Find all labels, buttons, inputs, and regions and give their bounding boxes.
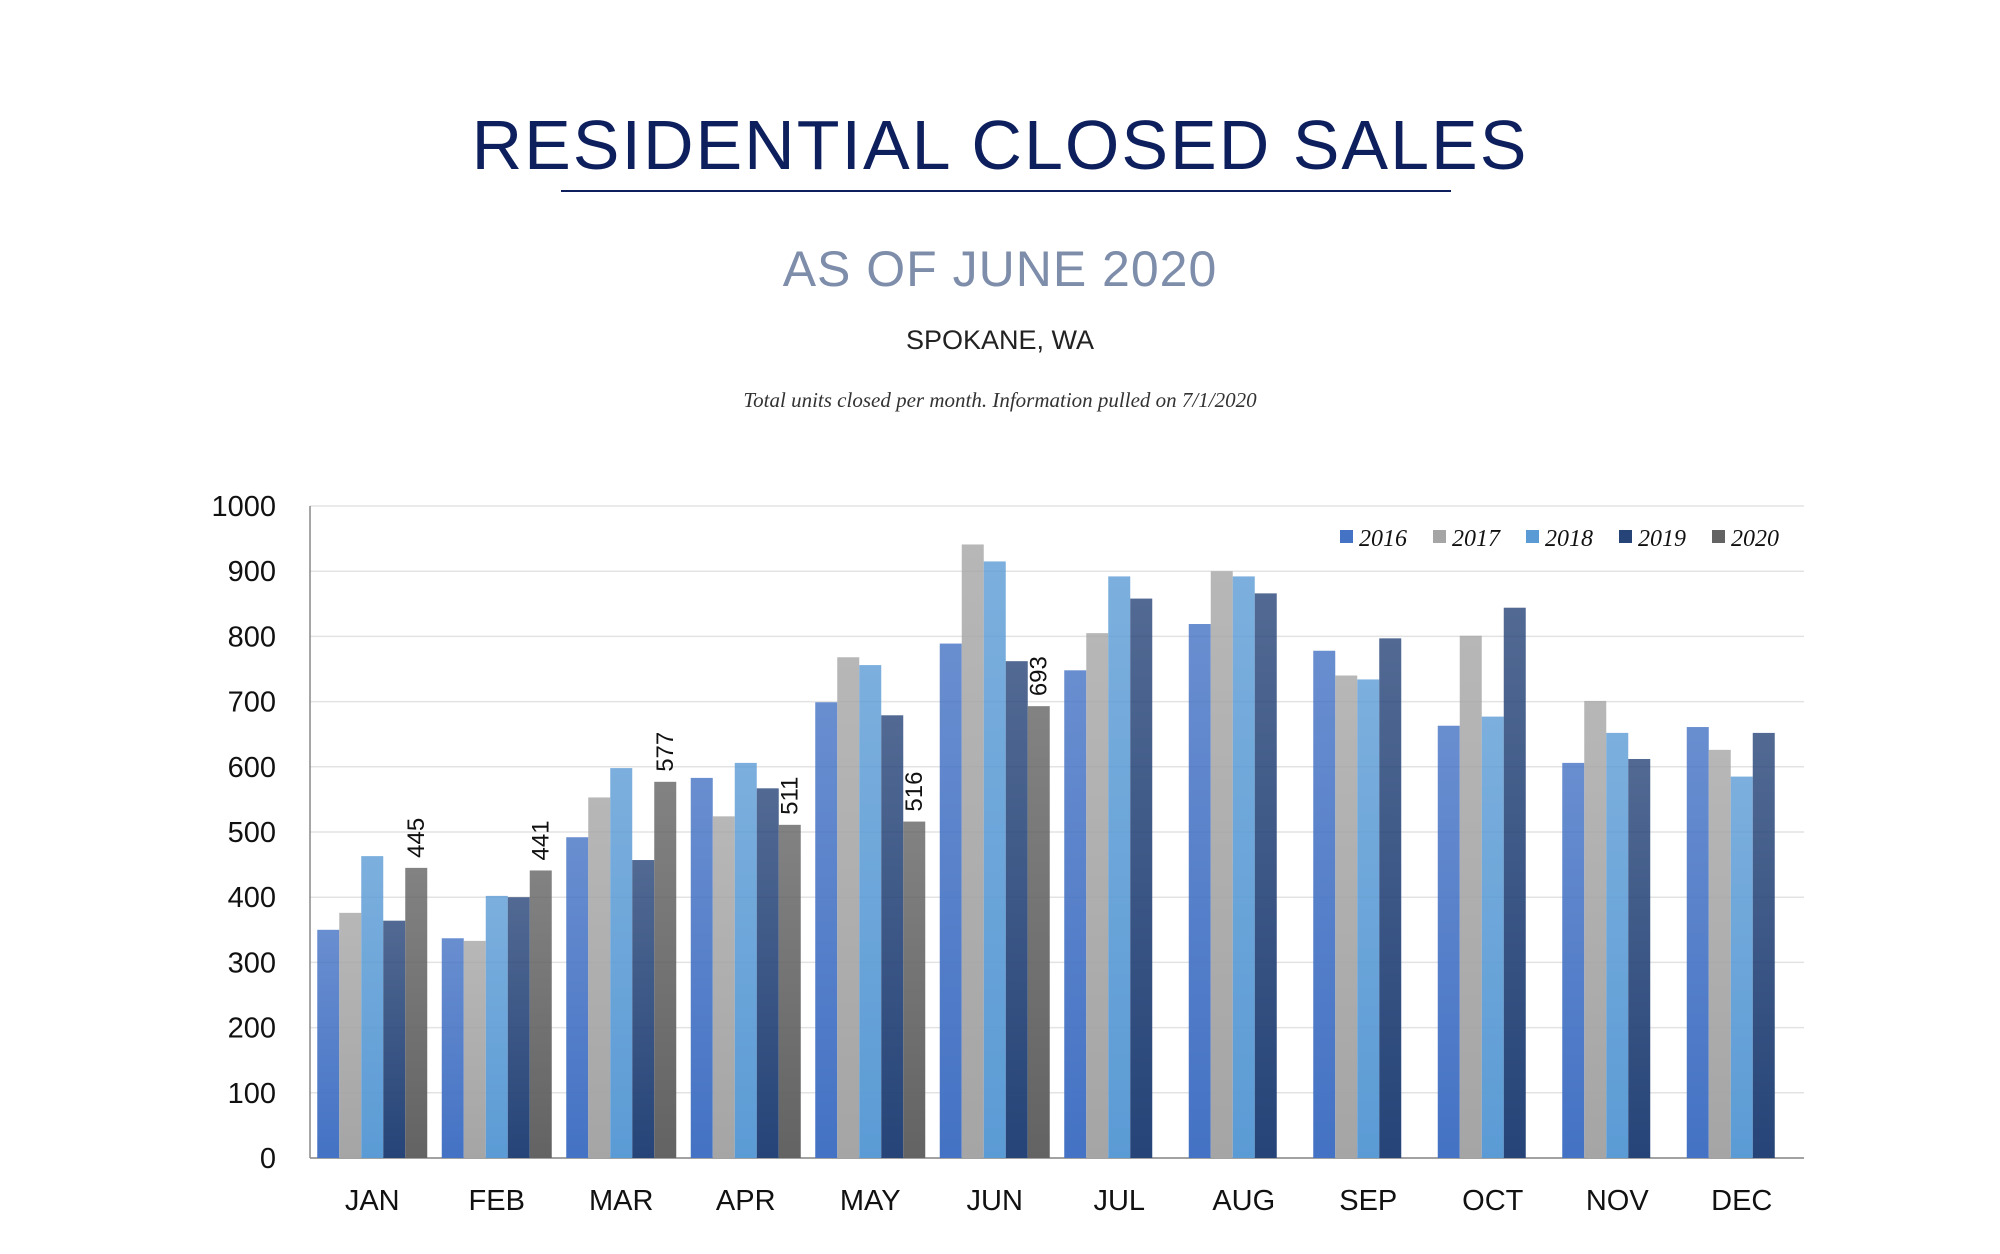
x-tick-label: MAY	[840, 1185, 901, 1217]
y-tick-label: 500	[228, 817, 276, 849]
location-label: SPOKANE, WA	[905, 325, 1095, 355]
data-label: 516	[901, 772, 928, 812]
legend-swatch	[1433, 530, 1446, 543]
y-tick-label: 1000	[211, 491, 276, 523]
x-tick-label: AUG	[1212, 1185, 1275, 1217]
bar-2019-feb	[507, 897, 530, 1158]
bar-2017-jul	[1086, 633, 1109, 1158]
x-tick-label: JUN	[967, 1185, 1023, 1217]
bar-2018-apr	[734, 762, 757, 1158]
bar-2016-mar	[566, 837, 589, 1158]
bar-2017-feb	[463, 940, 486, 1158]
data-label: 693	[1026, 656, 1053, 696]
x-tick-label: OCT	[1462, 1185, 1524, 1217]
x-tick-label: FEB	[469, 1185, 525, 1217]
bar-2017-aug	[1210, 571, 1233, 1158]
bar-2018-jan	[361, 856, 384, 1158]
bar-2018-oct	[1481, 716, 1504, 1158]
y-tick-label: 700	[228, 687, 276, 719]
bar-2017-apr	[712, 816, 735, 1158]
bar-2017-may	[837, 657, 860, 1158]
x-tick-label: SEP	[1339, 1185, 1397, 1217]
data-label: 445	[403, 818, 430, 858]
bar-2017-jan	[339, 912, 362, 1158]
x-tick-label: JAN	[345, 1185, 400, 1217]
legend-swatch	[1712, 530, 1725, 543]
bar-2018-mar	[610, 768, 633, 1158]
bar-2018-dec	[1730, 776, 1753, 1158]
bar-2018-may	[859, 665, 882, 1158]
bar-2019-nov	[1628, 758, 1651, 1158]
chart-title: RESIDENTIAL CLOSED SALES	[471, 106, 1529, 184]
bar-2020-mar	[654, 781, 677, 1158]
bar-2016-jan	[317, 929, 340, 1158]
bar-2017-nov	[1584, 700, 1607, 1158]
legend-label: 2016	[1359, 526, 1407, 552]
bar-2017-jun	[961, 544, 984, 1158]
y-tick-label: 200	[228, 1013, 276, 1045]
bar-2016-sep	[1313, 650, 1336, 1158]
bar-2016-may	[815, 702, 838, 1158]
bar-2018-aug	[1232, 576, 1255, 1158]
bar-2016-jun	[939, 643, 962, 1158]
data-label: 577	[652, 732, 679, 772]
y-tick-label: 300	[228, 947, 276, 979]
y-tick-label: 0	[260, 1143, 276, 1175]
bar-2016-feb	[441, 938, 464, 1158]
legend-label: 2017	[1452, 526, 1501, 552]
y-tick-label: 800	[228, 621, 276, 653]
bar-2020-jan	[405, 867, 428, 1158]
bar-2020-may	[903, 821, 926, 1158]
bar-2018-sep	[1357, 679, 1380, 1158]
legend-swatch	[1619, 530, 1632, 543]
bar-2019-aug	[1254, 593, 1277, 1158]
chart-subtitle: AS OF JUNE 2020	[782, 241, 1218, 297]
bar-2020-feb	[529, 870, 552, 1158]
bar-2016-oct	[1437, 725, 1460, 1158]
chart-note: Total units closed per month. Informatio…	[743, 388, 1257, 412]
data-label: 511	[777, 777, 804, 815]
y-tick-label: 100	[228, 1078, 276, 1110]
bar-2019-mar	[632, 860, 655, 1158]
legend-swatch	[1526, 530, 1539, 543]
legend-label: 2018	[1545, 526, 1593, 552]
x-tick-label: JUL	[1093, 1185, 1145, 1217]
bar-2019-dec	[1752, 732, 1775, 1158]
legend-label: 2020	[1731, 526, 1779, 552]
bar-2019-sep	[1379, 638, 1402, 1158]
x-tick-label: DEC	[1711, 1185, 1772, 1217]
bar-2018-nov	[1606, 732, 1629, 1158]
bar-2016-dec	[1686, 727, 1709, 1158]
bar-2018-jul	[1108, 576, 1131, 1158]
bar-2020-apr	[778, 824, 801, 1158]
y-tick-label: 600	[228, 752, 276, 784]
x-tick-label: APR	[716, 1185, 776, 1217]
bar-2016-aug	[1188, 624, 1211, 1158]
x-tick-label: NOV	[1586, 1185, 1650, 1217]
bar-2017-oct	[1459, 635, 1482, 1158]
legend-swatch	[1340, 530, 1353, 543]
bar-2018-feb	[485, 895, 508, 1158]
bar-2019-apr	[756, 788, 779, 1158]
bar-2020-jun	[1027, 706, 1050, 1158]
y-tick-label: 400	[228, 882, 276, 914]
bar-2016-jul	[1064, 670, 1087, 1158]
legend-label: 2019	[1638, 526, 1686, 552]
bar-2019-jul	[1130, 598, 1153, 1158]
bar-2017-sep	[1335, 675, 1358, 1158]
bar-2019-jun	[1005, 661, 1028, 1158]
bar-2016-apr	[690, 777, 713, 1158]
x-tick-label: MAR	[589, 1185, 653, 1217]
bar-2016-nov	[1562, 762, 1585, 1158]
bar-2017-mar	[588, 797, 611, 1158]
title-underline	[561, 190, 1451, 192]
data-label: 441	[528, 820, 555, 860]
bar-2018-jun	[983, 561, 1006, 1158]
bar-2019-may	[881, 715, 904, 1158]
y-tick-label: 900	[228, 556, 276, 588]
bar-2019-oct	[1503, 607, 1526, 1158]
bar-2017-dec	[1708, 749, 1731, 1158]
bar-2019-jan	[383, 920, 406, 1158]
